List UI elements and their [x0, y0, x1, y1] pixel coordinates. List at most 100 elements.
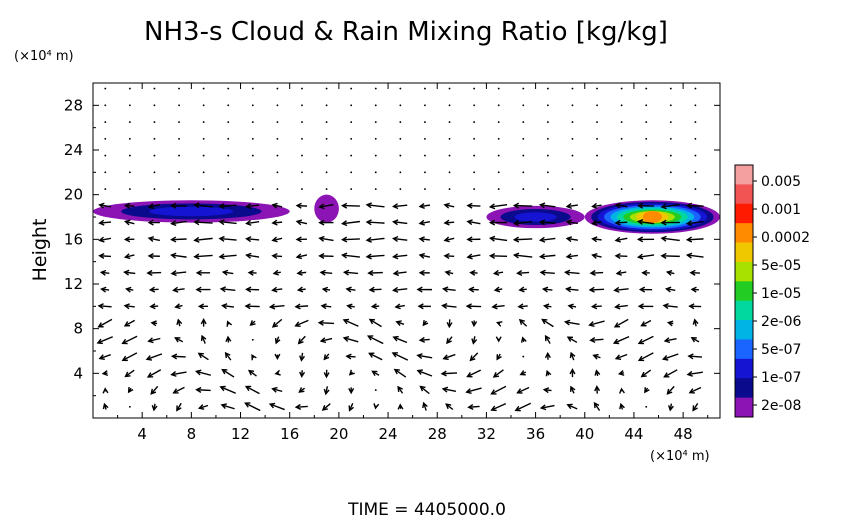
- colorbar-label: 2e-08: [761, 398, 801, 414]
- colorbar-swatch: [735, 339, 753, 359]
- wind-dot: [670, 121, 672, 123]
- wind-dot: [670, 104, 672, 106]
- wind-dot: [572, 104, 574, 106]
- x-tick-label: 44: [624, 425, 643, 443]
- wind-dot: [252, 121, 254, 123]
- wind-dot: [252, 155, 254, 157]
- wind-dot: [547, 171, 549, 173]
- wind-dot: [498, 88, 500, 90]
- wind-dot: [547, 138, 549, 140]
- wind-dot: [301, 121, 303, 123]
- wind-dot: [375, 171, 377, 173]
- wind-dot: [104, 138, 106, 140]
- wind-dot: [424, 121, 426, 123]
- wind-dot: [596, 104, 598, 106]
- wind-dot: [203, 155, 205, 157]
- wind-dot: [522, 188, 524, 190]
- colorbar-label: 0.005: [761, 174, 801, 190]
- wind-dot: [449, 188, 451, 190]
- x-tick-label: 24: [379, 425, 398, 443]
- wind-dot: [252, 138, 254, 140]
- wind-dot: [572, 138, 574, 140]
- wind-dot: [203, 104, 205, 106]
- wind-dot: [301, 188, 303, 190]
- wind-dot: [104, 104, 106, 106]
- wind-dot: [424, 188, 426, 190]
- wind-dot: [449, 171, 451, 173]
- wind-dot: [572, 155, 574, 157]
- wind-dot: [154, 121, 156, 123]
- wind-dot: [547, 121, 549, 123]
- cloud-contour: [643, 211, 662, 223]
- colorbar-swatch: [735, 204, 753, 224]
- wind-dot: [252, 88, 254, 90]
- colorbar-label: 2e-06: [761, 314, 801, 330]
- wind-dot: [350, 188, 352, 190]
- wind-dot: [596, 121, 598, 123]
- wind-dot: [621, 188, 623, 190]
- wind-dot: [498, 138, 500, 140]
- x-tick-label: 16: [280, 425, 299, 443]
- wind-dot: [178, 171, 180, 173]
- wind-dot: [399, 155, 401, 157]
- x-tick-label: 40: [575, 425, 594, 443]
- wind-dot: [621, 138, 623, 140]
- wind-dot: [350, 104, 352, 106]
- wind-dot: [326, 138, 328, 140]
- wind-dot: [326, 121, 328, 123]
- wind-dot: [645, 155, 647, 157]
- wind-dot: [129, 121, 131, 123]
- wind-dot: [399, 88, 401, 90]
- chart-title: NH3-s Cloud & Rain Mixing Ratio [kg/kg]: [144, 17, 668, 47]
- wind-dot: [473, 155, 475, 157]
- wind-dot: [154, 171, 156, 173]
- wind-dot: [473, 138, 475, 140]
- wind-dot: [645, 104, 647, 106]
- colorbar-swatch: [735, 301, 753, 321]
- wind-dot: [129, 155, 131, 157]
- wind-dot: [178, 138, 180, 140]
- time-label: TIME = 4405000.0: [347, 500, 506, 519]
- x-tick-label: 8: [187, 425, 197, 443]
- wind-dot: [326, 88, 328, 90]
- y-tick-label: 28: [64, 96, 83, 114]
- wind-dot: [178, 88, 180, 90]
- wind-dot: [596, 138, 598, 140]
- wind-dot: [227, 188, 229, 190]
- wind-dot: [203, 188, 205, 190]
- wind-dot: [522, 104, 524, 106]
- wind-dot: [670, 88, 672, 90]
- wind-dot: [522, 155, 524, 157]
- wind-dot: [154, 104, 156, 106]
- cloud-contour: [149, 207, 233, 217]
- colorbar-label: 5e-05: [761, 258, 801, 274]
- wind-dot: [227, 155, 229, 157]
- wind-dot: [375, 104, 377, 106]
- wind-dot: [547, 104, 549, 106]
- colorbar-swatch: [735, 223, 753, 243]
- wind-arrow-head: [497, 322, 502, 327]
- wind-dot: [596, 188, 598, 190]
- wind-dot: [424, 138, 426, 140]
- wind-dot: [203, 171, 205, 173]
- cloud-field: [93, 195, 720, 234]
- wind-dot: [129, 406, 131, 408]
- wind-dot: [399, 138, 401, 140]
- wind-dot: [227, 171, 229, 173]
- colorbar-label: 0.001: [761, 202, 801, 218]
- x-unit-label: (×10⁴ m): [650, 449, 710, 464]
- y-tick-label: 12: [64, 275, 83, 293]
- y-tick-label: 20: [64, 186, 83, 204]
- wind-dot: [203, 121, 205, 123]
- wind-dot: [301, 155, 303, 157]
- wind-dot: [498, 121, 500, 123]
- wind-dot: [154, 138, 156, 140]
- wind-dot: [449, 138, 451, 140]
- wind-dot: [227, 138, 229, 140]
- wind-dot: [670, 138, 672, 140]
- y-unit-label: (×10⁴ m): [14, 49, 74, 64]
- wind-dot: [399, 121, 401, 123]
- wind-dot: [522, 121, 524, 123]
- x-tick-label: 12: [231, 425, 250, 443]
